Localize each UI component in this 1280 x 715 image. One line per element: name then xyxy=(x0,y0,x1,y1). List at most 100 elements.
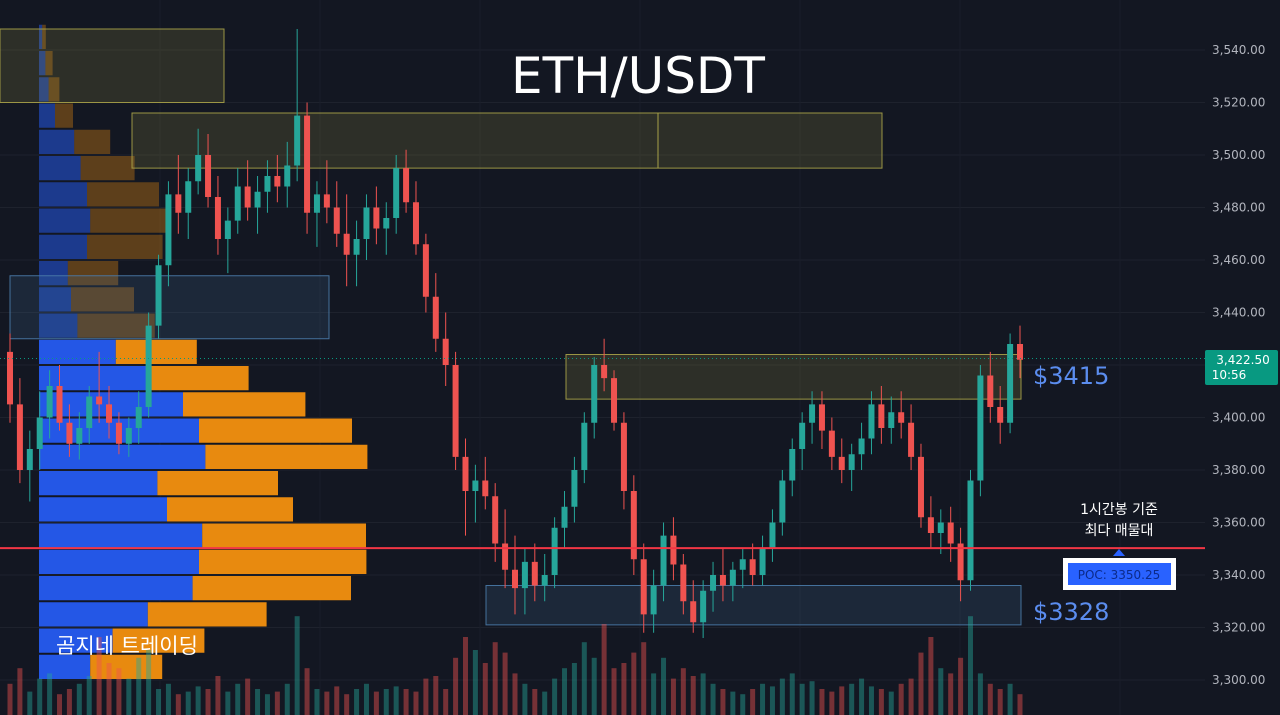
volume-profile-buy-bar xyxy=(39,444,206,469)
volume-bar xyxy=(7,683,13,715)
candle-body xyxy=(729,569,736,586)
volume-profile-buy-bar xyxy=(39,103,55,128)
volume-bar xyxy=(106,663,112,715)
candle-body xyxy=(393,168,400,218)
volume-bar xyxy=(136,657,142,715)
volume-bar xyxy=(720,689,726,715)
candle-body xyxy=(145,325,152,407)
candle-body xyxy=(294,115,301,166)
volume-profile-buy-bar xyxy=(39,24,43,49)
volume-profile-sell-bar xyxy=(167,497,293,522)
candlesticks xyxy=(7,29,1023,638)
volume-bar xyxy=(997,689,1003,715)
candle-body xyxy=(878,404,885,428)
volume-bar xyxy=(571,663,577,715)
volume-bar xyxy=(562,668,568,715)
price-tick-label: 3,500.00 xyxy=(1212,148,1265,162)
volume-bar xyxy=(750,689,756,715)
candle-body xyxy=(135,407,142,428)
candle-body xyxy=(551,527,558,575)
candle-body xyxy=(749,559,756,575)
volume-bar xyxy=(116,668,122,715)
candle-body xyxy=(759,548,766,575)
volume-profile xyxy=(39,24,368,679)
volume-profile-buy-bar xyxy=(39,497,167,522)
volume-bar xyxy=(37,678,43,715)
candle-body xyxy=(254,191,261,208)
volume-bar xyxy=(334,686,340,715)
volume-bar xyxy=(235,683,241,715)
volume-bar xyxy=(393,686,399,715)
volume-bar xyxy=(86,676,92,715)
candle-body xyxy=(591,365,598,423)
last-price-label: 3,422.50 xyxy=(1216,353,1269,367)
candle-body xyxy=(383,218,390,229)
candle-body xyxy=(115,422,122,444)
demand-zone xyxy=(9,275,330,340)
candle-body xyxy=(96,396,103,405)
volume-profile-sell-bar xyxy=(77,313,155,338)
volume-profile-buy-bar xyxy=(39,51,46,76)
candle-body xyxy=(680,564,687,602)
candle-body xyxy=(967,480,974,581)
candle-body xyxy=(512,569,518,589)
volume-bar xyxy=(443,689,449,715)
candle-body xyxy=(789,449,796,481)
supply-zone xyxy=(565,354,1022,400)
volume-bar xyxy=(284,683,290,715)
volume-bar xyxy=(314,689,320,715)
volume-profile-buy-bar xyxy=(39,523,203,548)
supply-zone xyxy=(0,28,225,103)
volume-profile-buy-bar xyxy=(39,234,87,259)
volume-bar xyxy=(462,637,468,715)
candle-body xyxy=(670,535,677,565)
price-tick-label: 3,520.00 xyxy=(1212,96,1265,110)
price-tick-label: 3,400.00 xyxy=(1212,411,1265,425)
volume-profile-sell-bar xyxy=(71,287,134,312)
demand-zone xyxy=(485,585,1022,626)
price-tick-label: 3,360.00 xyxy=(1212,516,1265,530)
volume-bar xyxy=(512,673,518,715)
candle-body xyxy=(353,239,360,255)
candle-body xyxy=(264,176,271,192)
level-label-3415: $3415 xyxy=(1033,362,1109,390)
volume-bar xyxy=(502,652,508,715)
candle-body xyxy=(502,543,509,570)
candle-body xyxy=(185,181,192,213)
volume-bar xyxy=(888,691,894,715)
candle-body xyxy=(482,480,489,497)
volume-bar xyxy=(581,642,587,715)
volume-bar xyxy=(225,691,231,715)
volume-bar xyxy=(175,694,181,715)
volume-profile-buy-bar xyxy=(39,156,81,181)
poc-annotation-line1: 1시간봉 기준 xyxy=(1080,502,1158,518)
volume-bar xyxy=(977,673,983,715)
volume-profile-sell-bar xyxy=(202,523,366,548)
candle-body xyxy=(56,386,63,423)
candle-body xyxy=(828,430,835,457)
volume-bar xyxy=(472,650,478,715)
candle-body xyxy=(492,496,499,544)
poc-badge[interactable] xyxy=(1068,563,1171,585)
candle-body xyxy=(7,351,13,405)
candle-body xyxy=(917,456,924,518)
price-tick-label: 3,480.00 xyxy=(1212,201,1265,215)
volume-bar xyxy=(195,686,201,715)
poc-pointer-icon xyxy=(1113,549,1125,556)
volume-bar xyxy=(373,691,379,715)
price-tick-label: 3,460.00 xyxy=(1212,253,1265,267)
candle-body xyxy=(125,428,132,444)
volume-bar xyxy=(878,689,884,715)
candle-body xyxy=(710,575,717,591)
volume-bar xyxy=(740,694,746,715)
volume-profile-sell-bar xyxy=(42,24,46,49)
candle-body xyxy=(36,417,43,449)
supply-zone xyxy=(131,112,883,169)
volume-bar xyxy=(482,663,488,715)
candle-body xyxy=(987,375,994,407)
candle-body xyxy=(86,396,93,428)
volume-bar xyxy=(522,683,528,715)
volume-bar xyxy=(908,678,914,715)
candle-body xyxy=(838,456,845,470)
